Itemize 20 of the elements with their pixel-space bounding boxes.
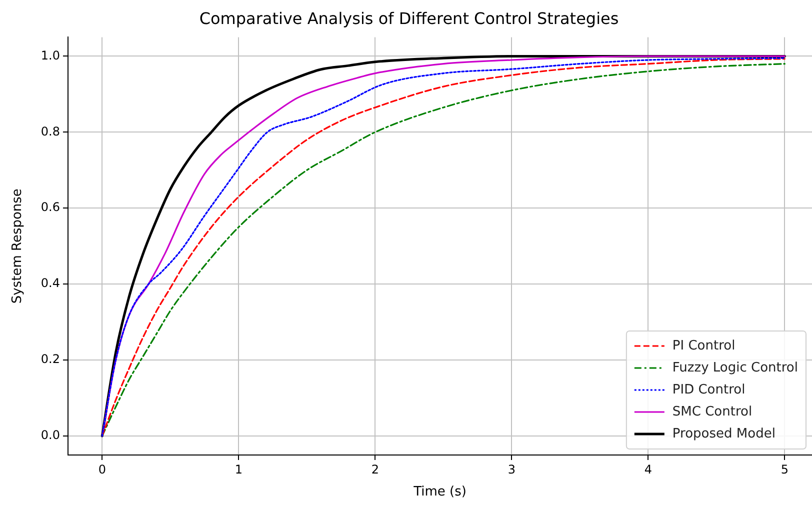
legend-label: SMC Control: [672, 404, 752, 420]
x-tick-label: 2: [371, 462, 379, 476]
legend-label: PID Control: [672, 382, 746, 398]
y-axis-title: System Response: [10, 188, 26, 304]
x-tick-label: 4: [644, 462, 652, 476]
x-axis-title: Time (s): [412, 484, 466, 500]
x-tick-label: 3: [508, 462, 516, 476]
y-tick-label: 0.8: [40, 124, 60, 138]
x-tick-label: 0: [98, 462, 106, 476]
legend-label: Fuzzy Logic Control: [672, 360, 798, 376]
y-tick-label: 0.2: [40, 352, 60, 366]
chart-title: Comparative Analysis of Different Control Strategies: [199, 8, 619, 28]
y-tick-label: 0.0: [40, 428, 60, 442]
y-tick-label: 0.4: [40, 276, 60, 290]
legend-label: Proposed Model: [672, 426, 776, 442]
x-tick-label: 5: [780, 462, 789, 476]
y-tick-label: 0.6: [40, 200, 60, 214]
x-tick-label: 1: [234, 462, 242, 476]
legend-label: PI Control: [672, 338, 736, 354]
y-tick-label: 1.0: [40, 48, 60, 62]
